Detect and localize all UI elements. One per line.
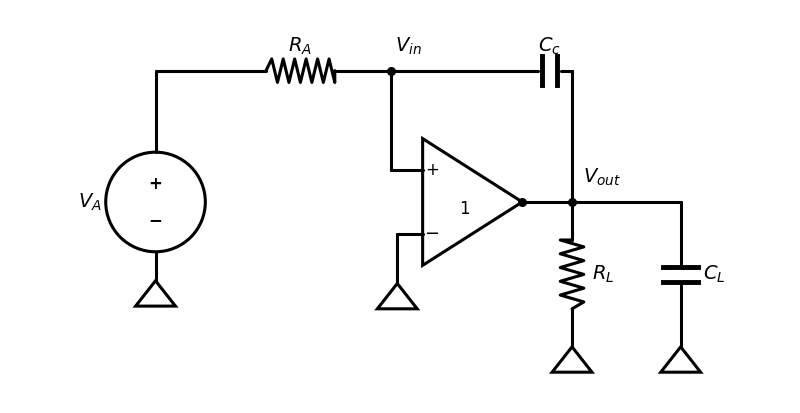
Text: $C_c$: $C_c$ [538,36,561,57]
Text: $V_{out}$: $V_{out}$ [583,167,621,188]
Text: $R_A$: $R_A$ [289,36,312,57]
Text: $C_L$: $C_L$ [703,264,726,285]
Text: +: + [149,175,162,193]
Text: −: − [149,211,162,229]
Text: $V_A$: $V_A$ [78,191,102,213]
Text: +: + [425,161,438,179]
Text: $V_{in}$: $V_{in}$ [395,36,422,57]
Text: 1: 1 [459,200,470,218]
Text: −: − [424,225,439,243]
Text: $R_L$: $R_L$ [592,264,614,285]
